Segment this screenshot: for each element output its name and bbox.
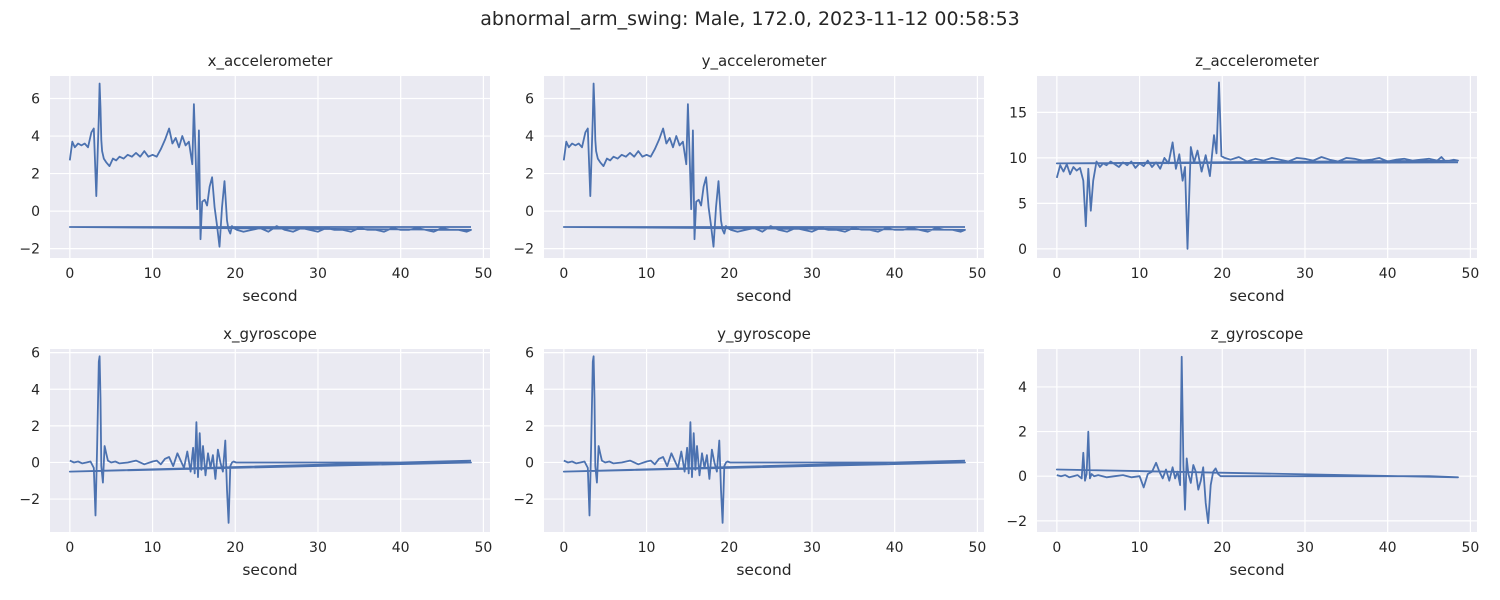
x-axis-label: second xyxy=(1229,287,1284,305)
y-tick-label: 4 xyxy=(31,382,40,398)
x-tick-label: 10 xyxy=(638,266,656,282)
y-tick-label: 0 xyxy=(1018,469,1027,485)
y-tick-label: 15 xyxy=(1009,105,1027,121)
x-axis-label: second xyxy=(242,287,297,305)
y-tick-label: 4 xyxy=(525,129,534,145)
x-tick-label: 40 xyxy=(886,266,904,282)
y-tick-label: −2 xyxy=(19,492,40,508)
x-tick-label: 10 xyxy=(638,540,656,556)
subplot-title: z_gyroscope xyxy=(1211,325,1304,344)
y-tick-label: 0 xyxy=(31,455,40,471)
x-tick-label: 0 xyxy=(65,540,74,556)
y-tick-label: −2 xyxy=(513,492,534,508)
x-tick-label: 50 xyxy=(968,266,986,282)
x-tick-label: 40 xyxy=(392,540,410,556)
subplot-title: z_accelerometer xyxy=(1195,52,1320,71)
x-tick-label: 30 xyxy=(1296,540,1314,556)
y-tick-label: 6 xyxy=(525,92,534,108)
x-tick-label: 30 xyxy=(803,266,821,282)
series-line xyxy=(1055,355,1459,524)
y-tick-label: 4 xyxy=(31,129,40,145)
x-tick-label: 10 xyxy=(1131,266,1149,282)
plot-area xyxy=(1037,349,1477,532)
y-tick-label: −2 xyxy=(513,242,534,258)
x-tick-label: 30 xyxy=(803,540,821,556)
series-line xyxy=(562,82,966,248)
y-tick-label: 2 xyxy=(525,167,534,183)
series-line xyxy=(68,82,472,248)
x-tick-label: 0 xyxy=(65,266,74,282)
x-tick-label: 50 xyxy=(1461,266,1479,282)
x-tick-label: 0 xyxy=(559,266,568,282)
x-tick-label: 10 xyxy=(144,266,162,282)
y-tick-label: 5 xyxy=(1018,196,1027,212)
y-tick-label: −2 xyxy=(19,242,40,258)
x-tick-label: 50 xyxy=(1461,540,1479,556)
x-tick-label: 40 xyxy=(1379,540,1397,556)
subplot-title: x_accelerometer xyxy=(208,52,334,71)
x-axis-label: second xyxy=(242,561,297,579)
y-tick-label: 0 xyxy=(525,204,534,220)
y-tick-label: 4 xyxy=(1018,380,1027,396)
y-tick-label: 0 xyxy=(525,455,534,471)
x-axis-label: second xyxy=(1229,561,1284,579)
plot-area xyxy=(544,349,984,532)
x-tick-label: 20 xyxy=(226,266,244,282)
y-tick-label: 2 xyxy=(31,167,40,183)
x-tick-label: 0 xyxy=(1052,266,1061,282)
plot-area xyxy=(50,349,490,532)
x-tick-label: 40 xyxy=(886,540,904,556)
x-tick-label: 50 xyxy=(474,540,492,556)
x-tick-label: 30 xyxy=(1296,266,1314,282)
x-tick-label: 10 xyxy=(144,540,162,556)
x-tick-label: 20 xyxy=(1213,266,1231,282)
y-tick-label: −2 xyxy=(1006,514,1027,530)
y-tick-label: 2 xyxy=(1018,425,1027,441)
subplot-title: y_accelerometer xyxy=(702,52,828,71)
y-tick-label: 0 xyxy=(1018,242,1027,258)
x-tick-label: 50 xyxy=(474,266,492,282)
x-tick-label: 20 xyxy=(720,540,738,556)
x-tick-label: 0 xyxy=(1052,540,1061,556)
y-tick-label: 10 xyxy=(1009,151,1027,167)
x-tick-label: 30 xyxy=(309,540,327,556)
x-tick-label: 0 xyxy=(559,540,568,556)
x-tick-label: 20 xyxy=(1213,540,1231,556)
series-line xyxy=(68,355,472,524)
series-line xyxy=(1055,81,1459,250)
x-tick-label: 30 xyxy=(309,266,327,282)
figure-title: abnormal_arm_swing: Male, 172.0, 2023-11… xyxy=(480,8,1020,30)
x-tick-label: 40 xyxy=(1379,266,1397,282)
y-tick-label: 2 xyxy=(525,419,534,435)
y-tick-label: 0 xyxy=(31,204,40,220)
x-axis-label: second xyxy=(736,561,791,579)
x-tick-label: 40 xyxy=(392,266,410,282)
y-tick-label: 4 xyxy=(525,382,534,398)
x-axis-label: second xyxy=(736,287,791,305)
x-tick-label: 50 xyxy=(968,540,986,556)
x-tick-label: 10 xyxy=(1131,540,1149,556)
subplot-title: y_gyroscope xyxy=(717,325,811,344)
series-line xyxy=(562,355,966,524)
x-tick-label: 20 xyxy=(226,540,244,556)
x-tick-label: 20 xyxy=(720,266,738,282)
plot-area xyxy=(1037,76,1477,258)
y-tick-label: 6 xyxy=(31,346,40,362)
y-tick-label: 2 xyxy=(31,419,40,435)
y-tick-label: 6 xyxy=(31,92,40,108)
y-tick-label: 6 xyxy=(525,346,534,362)
subplot-title: x_gyroscope xyxy=(223,325,317,344)
